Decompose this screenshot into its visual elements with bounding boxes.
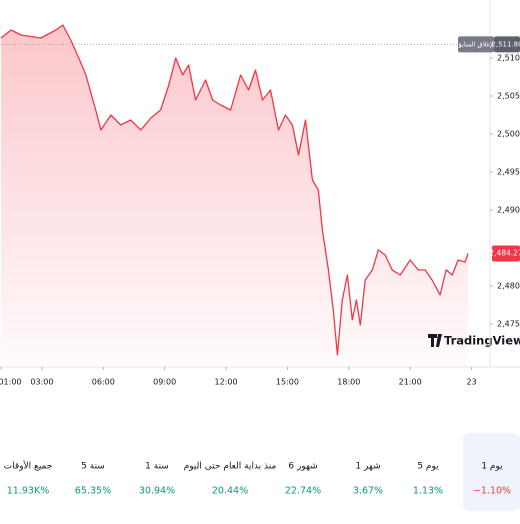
y-tick-label: 2,475.00	[497, 319, 520, 328]
period-label: 6 شهور	[288, 462, 317, 472]
x-tick-label: 12:00	[215, 378, 238, 387]
period-label: 5 سنة	[81, 462, 105, 472]
last-price-label: 2,484.27	[489, 249, 520, 258]
x-tick-label: 23	[466, 378, 476, 387]
area-fill	[1, 25, 469, 365]
period-tab[interactable]: 1 شهر 3.67%	[353, 462, 383, 497]
period-tab[interactable]: منذ بداية العام حتى اليوم 20.44%	[184, 462, 277, 497]
period-tab[interactable]: 5 يوم 1.13%	[413, 462, 443, 497]
x-tick-label: 03:00	[30, 378, 53, 387]
period-label: 5 يوم	[417, 462, 439, 472]
previous-close-value-box	[494, 36, 520, 53]
price-line	[0, 24, 469, 356]
x-tick-label: 15:00	[276, 378, 299, 387]
period-change: 11.93K%	[7, 486, 49, 497]
previous-close-value: 2,511.80	[491, 40, 520, 48]
period-tab-selected-bg	[463, 433, 520, 511]
x-tick-label: 06:00	[92, 378, 115, 387]
x-tick-label: 21:00	[399, 378, 422, 387]
period-change: 1.13%	[413, 486, 443, 497]
previous-close-name: الإغلاق السابق	[457, 40, 496, 48]
period-change: 3.67%	[353, 486, 383, 497]
x-tick-label: 18:00	[337, 378, 360, 387]
period-tab[interactable]: جميع الأوقات 11.93K%	[4, 460, 53, 497]
period-tab[interactable]: 6 شهور 22.74%	[285, 462, 321, 497]
y-tick-label: 2,505.00	[497, 91, 520, 100]
period-tab[interactable]: 1 يوم −1.10%	[463, 433, 520, 511]
period-label: جميع الأوقات	[4, 460, 53, 472]
x-tick-label: 01:00	[0, 378, 22, 387]
y-tick-label: 2,495.00	[497, 167, 520, 176]
last-price-box	[492, 245, 520, 262]
period-label: 1 شهر	[355, 462, 380, 472]
previous-close-name-box	[458, 36, 494, 53]
period-change: 65.35%	[75, 486, 111, 497]
period-tab[interactable]: 5 سنة 65.35%	[75, 462, 111, 497]
y-tick-label: 2,500.00	[497, 129, 520, 138]
y-tick-label: 2,480.00	[497, 281, 520, 290]
period-change: 22.74%	[285, 486, 321, 497]
y-tick-label: 2,490.00	[497, 205, 520, 214]
y-tick-label: 2,510.00	[497, 53, 520, 62]
x-tick-label: 09:00	[153, 378, 176, 387]
period-change: 30.94%	[139, 486, 175, 497]
period-change: −1.10%	[473, 486, 511, 497]
period-label: 1 يوم	[481, 462, 503, 472]
period-label: منذ بداية العام حتى اليوم	[184, 462, 277, 472]
period-label: 1 سنة	[145, 462, 169, 472]
period-tab[interactable]: 1 سنة 30.94%	[139, 462, 175, 497]
period-change: 20.44%	[212, 486, 248, 497]
